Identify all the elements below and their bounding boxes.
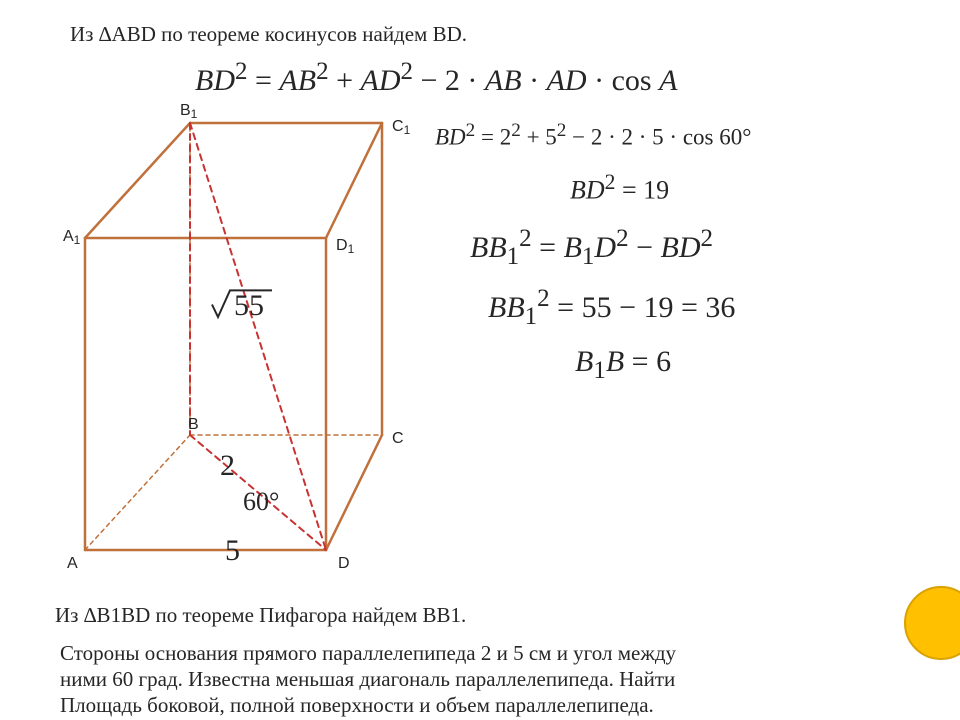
vertex-label-B: B (188, 416, 199, 433)
label-five: 5 (225, 534, 240, 567)
vertex-label-D: D (338, 555, 350, 572)
problem-statement: Стороны основания прямого параллелепипед… (60, 640, 676, 718)
para-line-3: Площадь боковой, полной поверхности и об… (60, 693, 654, 717)
eq-bd-substituted: BD2 = 22 + 52 − 2 · 2 · 5 · cos 60° (435, 120, 751, 151)
label-two: 2 (220, 449, 235, 482)
eq-bb1-pythagoras: BB12 = B1D2 − BD2 (470, 225, 713, 271)
eq-b1b-result: B1B = 6 (575, 345, 671, 385)
intro-pythagoras-text: Из ∆B1BD по теореме Пифагора найдем BB1. (55, 603, 466, 628)
vertex-label-A1: A1 (63, 228, 81, 247)
vertex-label-C1: C1 (392, 118, 411, 137)
para-line-1: Стороны основания прямого параллелепипед… (60, 641, 676, 665)
vertex-label-B1: B1 (180, 102, 198, 121)
para-line-2: ними 60 град. Известна меньшая диагональ… (60, 667, 675, 691)
intro-cosine-text: Из ∆ABD по теореме косинусов найдем BD. (70, 22, 467, 47)
vertex-label-A: A (67, 555, 78, 572)
eq-bd-squared: BD2 = 19 (570, 170, 669, 206)
eq-cosine-law: BD2 = AB2 + AD2 − 2 · AB · AD · cos A (195, 58, 677, 98)
svg-text:55: 55 (234, 289, 264, 322)
label-sixty-deg: 60° (243, 487, 279, 516)
vertex-label-C: C (392, 430, 404, 447)
sqrt55-label: 55 (212, 289, 272, 322)
eq-bb1-numeric: BB12 = 55 − 19 = 36 (488, 285, 735, 331)
vertex-label-D1: D1 (336, 237, 355, 256)
